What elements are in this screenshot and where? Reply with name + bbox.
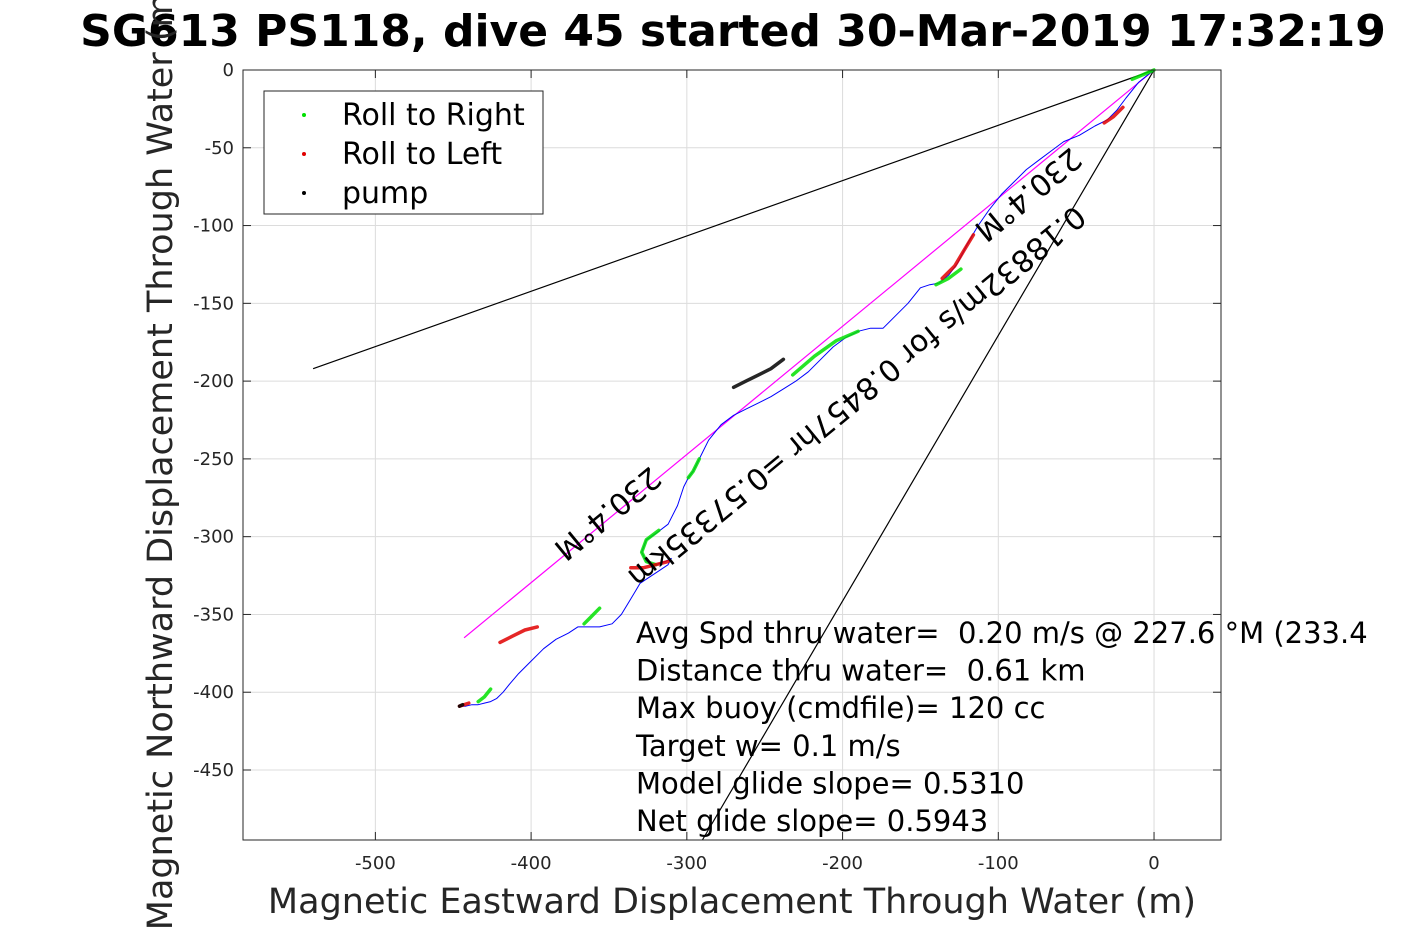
y-tick-label: -450	[193, 760, 234, 781]
reference-line-fan-lower	[701, 69, 1155, 841]
roll-left-segment	[940, 233, 976, 281]
roll-right-segment	[686, 457, 702, 480]
legend-label: pump	[342, 176, 428, 211]
roll-left-segment	[1102, 105, 1125, 125]
legend-marker	[302, 152, 306, 156]
x-tick-label: -100	[978, 853, 1019, 874]
pump-segment	[731, 357, 786, 390]
y-tick-label: -350	[193, 604, 234, 625]
legend-box	[263, 90, 544, 215]
chart-title: SG613 PS118, dive 45 started 30-Mar-2019…	[80, 6, 1386, 57]
x-tick-label: 0	[1148, 853, 1159, 874]
roll-right-segment	[639, 528, 661, 567]
roll-right-segment	[790, 329, 860, 377]
x-tick-label: -400	[511, 853, 552, 874]
legend-label: Roll to Right	[342, 98, 525, 133]
track-layer	[459, 69, 1155, 707]
x-tick-label: -300	[666, 853, 707, 874]
legend-marker	[302, 191, 306, 195]
x-tick-label: -500	[355, 853, 396, 874]
y-tick-label: -100	[193, 216, 234, 237]
roll-right-segment	[934, 267, 963, 287]
reference-line-fan-upper	[312, 69, 1155, 370]
y-tick-label: -150	[193, 293, 234, 314]
summary-line: Max buoy (cmdfile)= 120 cc	[636, 691, 1045, 725]
y-tick-label: -50	[205, 138, 234, 159]
roll-right-segment	[582, 606, 602, 626]
legend-marker	[302, 113, 306, 117]
y-tick-label: -400	[193, 682, 234, 703]
dive-summary-text: Avg Spd thru water= 0.20 m/s @ 227.6 °M …	[635, 616, 1368, 838]
y-axis-label: Magnetic Northward Displacement Through …	[141, 0, 181, 930]
summary-line: Model glide slope= 0.5310	[636, 766, 1024, 800]
roll-left-segment	[629, 559, 670, 570]
legend-label: Roll to Left	[342, 137, 502, 172]
x-tick-label: -200	[822, 853, 863, 874]
summary-line: Net glide slope= 0.5943	[636, 804, 988, 838]
tick-layer: -500 -400 -300 -200 -100 0 0 -50 -100 -150 -200 -25…	[193, 60, 1221, 874]
reference-lines	[312, 69, 1155, 841]
roll-right-segment	[476, 687, 493, 704]
reference-line-heading	[463, 69, 1155, 639]
roll-right-segment	[1130, 68, 1156, 82]
summary-line: Avg Spd thru water= 0.20 m/s @ 227.6 °M …	[636, 616, 1368, 650]
roll-left-segment	[498, 625, 540, 645]
summary-line: Target w= 0.1 m/s	[635, 729, 901, 763]
x-axis-label: Magnetic Eastward Displacement Through W…	[268, 882, 1196, 922]
track-line	[459, 69, 1155, 707]
segment-layer	[457, 68, 1156, 708]
pump-segment	[457, 702, 465, 708]
y-tick-label: 0	[223, 60, 234, 81]
plot-frame	[242, 69, 1222, 841]
summary-line: Distance thru water= 0.61 km	[636, 654, 1086, 688]
legend: Roll to Right Roll to Left pump	[263, 90, 544, 215]
y-tick-label: -200	[193, 371, 234, 392]
y-tick-label: -250	[193, 449, 234, 470]
y-tick-label: -300	[193, 527, 234, 548]
